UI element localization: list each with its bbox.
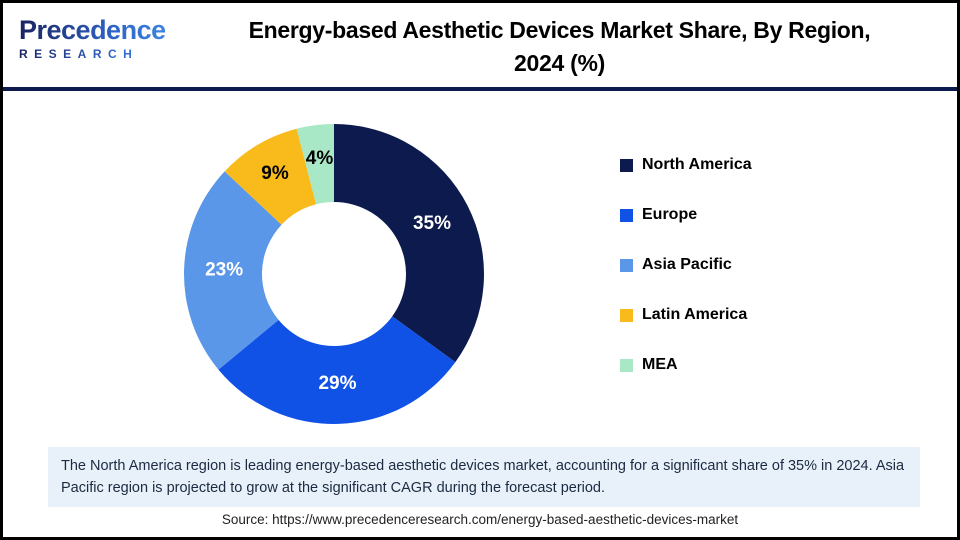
legend-label: Asia Pacific (642, 256, 732, 273)
donut-slice-asia-pacific (183, 171, 282, 370)
legend-label: Europe (642, 206, 698, 223)
logo-brand-sub: RESEARCH (19, 47, 169, 61)
chart-legend: North America Europe Asia Pacific Latin Ame… (620, 155, 752, 405)
slice-label-asia-pacific: 23% (205, 260, 243, 281)
precedence-research-logo: Precedence RESEARCH (19, 15, 169, 61)
chart-title-line2: 2024 (%) (514, 50, 605, 76)
legend-swatch-icon (620, 258, 633, 272)
legend-item-asia-pacific: Asia Pacific (620, 255, 752, 275)
header: Precedence RESEARCH Energy-based Aesthet… (3, 3, 957, 91)
slice-label-mea: 4% (306, 148, 334, 169)
legend-item-mea: MEA (620, 355, 752, 375)
legend-swatch-icon (620, 358, 633, 372)
source-line: Source: https://www.precedenceresearch.c… (221, 512, 739, 527)
legend-item-north-america: North America (620, 155, 752, 175)
donut-slice-latin-america (224, 128, 317, 225)
legend-swatch-icon (620, 308, 633, 322)
donut-slice-europe (218, 316, 456, 424)
legend-label: MEA (642, 356, 678, 373)
donut-slice-mea (296, 124, 334, 205)
chart-title: Energy-based Aesthetic Devices Market Sh… (168, 14, 951, 80)
legend-label: Latin America (642, 306, 748, 323)
legend-item-latin-america: Latin America (620, 305, 752, 325)
logo-brand-name: Precedence (19, 15, 169, 45)
summary-note: The North America region is leading ener… (48, 447, 920, 507)
chart-title-line1: Energy-based Aesthetic Devices Market Sh… (248, 17, 871, 43)
donut-chart: 35% 29% 23% 9% 4% (183, 124, 484, 424)
legend-label: North America (642, 156, 752, 173)
slice-label-latin-america: 9% (261, 163, 289, 184)
legend-item-europe: Europe (620, 205, 752, 225)
legend-swatch-icon (620, 158, 633, 172)
donut-slice-north-america (334, 124, 484, 363)
legend-swatch-icon (620, 208, 633, 222)
slice-label-europe: 29% (318, 373, 356, 394)
slice-label-north-america: 35% (413, 213, 451, 234)
